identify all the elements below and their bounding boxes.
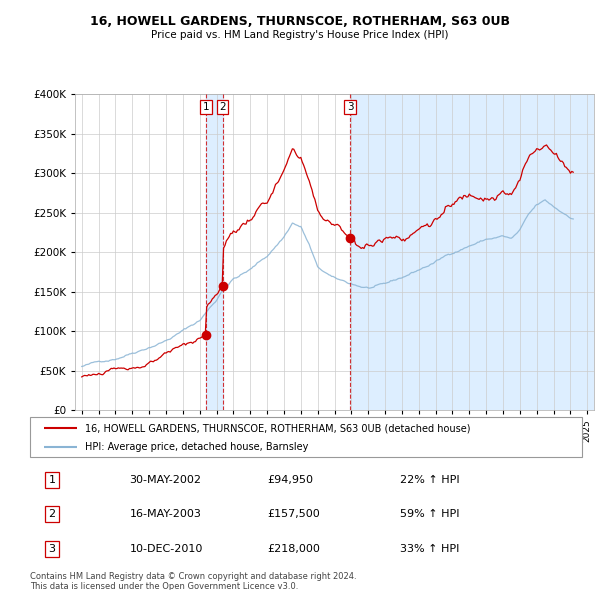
Text: HPI: Average price, detached house, Barnsley: HPI: Average price, detached house, Barn…: [85, 442, 308, 452]
FancyBboxPatch shape: [30, 417, 582, 457]
Text: £157,500: £157,500: [268, 509, 320, 519]
Text: 33% ↑ HPI: 33% ↑ HPI: [400, 543, 459, 553]
Text: 16, HOWELL GARDENS, THURNSCOE, ROTHERHAM, S63 0UB (detached house): 16, HOWELL GARDENS, THURNSCOE, ROTHERHAM…: [85, 424, 471, 434]
Text: 16, HOWELL GARDENS, THURNSCOE, ROTHERHAM, S63 0UB: 16, HOWELL GARDENS, THURNSCOE, ROTHERHAM…: [90, 15, 510, 28]
Text: £94,950: £94,950: [268, 475, 313, 485]
Text: 1: 1: [49, 475, 56, 485]
Text: 30-MAY-2002: 30-MAY-2002: [130, 475, 202, 485]
Text: 10-DEC-2010: 10-DEC-2010: [130, 543, 203, 553]
Text: This data is licensed under the Open Government Licence v3.0.: This data is licensed under the Open Gov…: [30, 582, 298, 590]
Text: 1: 1: [203, 102, 209, 112]
Text: 3: 3: [347, 102, 353, 112]
Text: 2: 2: [220, 102, 226, 112]
Text: 3: 3: [49, 543, 56, 553]
Bar: [350, 94, 594, 410]
Text: 59% ↑ HPI: 59% ↑ HPI: [400, 509, 460, 519]
Bar: [206, 94, 223, 410]
Text: 22% ↑ HPI: 22% ↑ HPI: [400, 475, 460, 485]
Text: Price paid vs. HM Land Registry's House Price Index (HPI): Price paid vs. HM Land Registry's House …: [151, 30, 449, 40]
Text: 2: 2: [49, 509, 56, 519]
Text: Contains HM Land Registry data © Crown copyright and database right 2024.: Contains HM Land Registry data © Crown c…: [30, 572, 356, 581]
Text: 16-MAY-2003: 16-MAY-2003: [130, 509, 201, 519]
Text: £218,000: £218,000: [268, 543, 320, 553]
